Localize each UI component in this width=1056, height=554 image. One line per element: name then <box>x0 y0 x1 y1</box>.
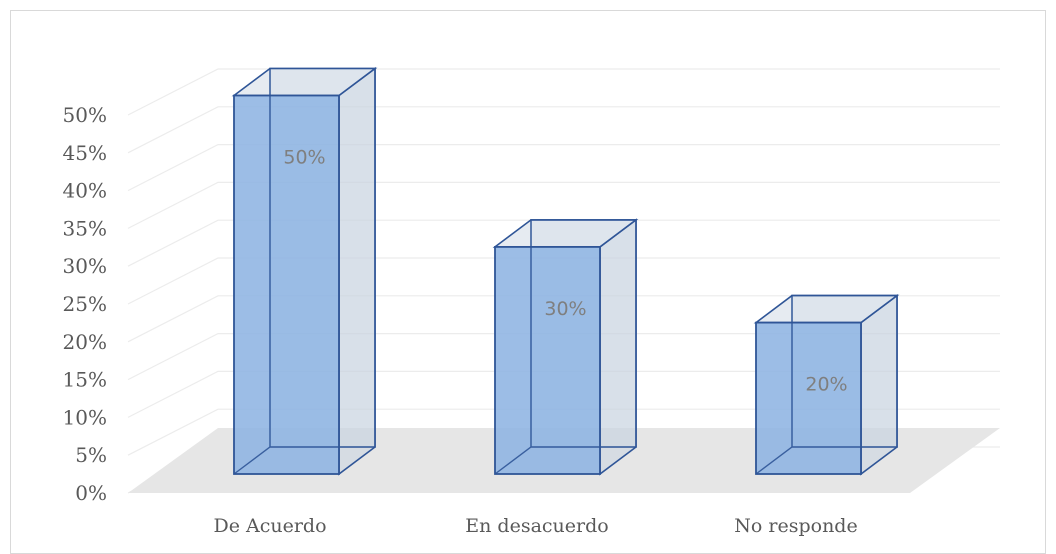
x-axis-categories: De Acuerdo En desacuerdo No responde <box>213 515 857 537</box>
bar <box>753 294 900 476</box>
gridline <box>127 219 1000 267</box>
data-label: 30% <box>544 298 586 320</box>
y-tick-label: 30% <box>63 254 107 278</box>
data-label: 20% <box>805 374 847 396</box>
gridline <box>127 181 1000 229</box>
bar-side-face <box>599 218 637 476</box>
bar-side-face <box>338 66 376 476</box>
gridline <box>127 295 1000 343</box>
bars <box>231 66 900 476</box>
data-label: 50% <box>283 147 325 169</box>
bar-inner-edges <box>494 219 636 475</box>
y-tick-label: 35% <box>63 216 107 240</box>
bar-front-face <box>755 321 862 475</box>
gridline <box>127 333 1000 381</box>
data-labels: 50% 30% 20% <box>283 147 847 396</box>
y-tick-label: 5% <box>75 443 107 467</box>
x-category-label: De Acuerdo <box>213 515 326 537</box>
y-tick-label: 45% <box>63 141 107 165</box>
gridline <box>127 408 1000 456</box>
y-tick-label: 40% <box>63 179 107 203</box>
bar-inner-edges <box>233 68 375 475</box>
x-category-label: En desacuerdo <box>465 515 608 537</box>
gridline <box>127 257 1000 305</box>
y-tick-label: 20% <box>63 330 107 354</box>
gridline <box>127 68 1000 116</box>
y-tick-label: 10% <box>63 405 107 429</box>
gridline <box>127 144 1000 192</box>
y-tick-label: 25% <box>63 292 107 316</box>
bar-inner-edges <box>755 295 897 475</box>
x-category-label: No responde <box>734 515 857 537</box>
y-tick-label: 15% <box>63 368 107 392</box>
y-axis-ticks: 0% 5% 10% 15% 20% 25% 30% 35% 40% 45% 50% <box>63 103 107 505</box>
gridline <box>127 106 1000 154</box>
gridline <box>127 370 1000 418</box>
bar <box>492 218 639 476</box>
y-tick-label: 0% <box>75 481 107 505</box>
bar-front-face <box>233 94 340 475</box>
y-tick-label: 50% <box>63 103 107 127</box>
bar-front-face <box>494 245 601 475</box>
bar <box>231 66 378 476</box>
